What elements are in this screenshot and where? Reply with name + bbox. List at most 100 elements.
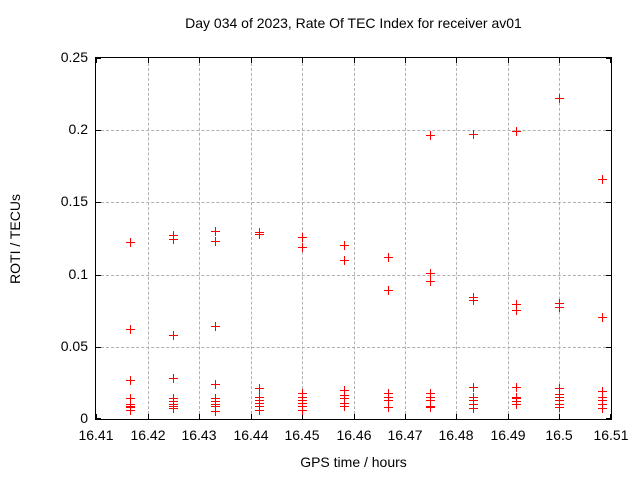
- data-point-marker: [126, 324, 135, 334]
- x-tick-mark: [507, 414, 509, 419]
- data-point-marker: [340, 385, 350, 395]
- data-point-marker: [340, 401, 350, 411]
- data-point-marker: [426, 395, 436, 405]
- x-tick-mark: [455, 414, 457, 419]
- data-point-marker: [512, 306, 522, 316]
- data-point-marker: [468, 296, 478, 306]
- data-point-marker: [555, 303, 564, 313]
- y-tick-label: 0.05: [60, 338, 88, 354]
- data-point-marker: [126, 375, 135, 385]
- data-point-marker: [383, 402, 393, 412]
- y-tick-label: 0.2: [68, 121, 88, 137]
- x-tick-mark: [610, 58, 611, 63]
- x-tick-label: 16.43: [181, 427, 217, 443]
- x-tick-mark: [147, 58, 149, 63]
- y-tick-label: 0: [80, 410, 88, 426]
- data-point-marker: [211, 226, 221, 236]
- x-tick-label: 16.42: [130, 427, 166, 443]
- y-tick-mark: [96, 129, 101, 131]
- x-tick-mark: [558, 414, 560, 419]
- x-tick-label: 16.49: [490, 427, 526, 443]
- x-tick-mark: [250, 58, 252, 63]
- x-gridline: [508, 58, 509, 419]
- x-tick-mark: [610, 414, 611, 419]
- x-tick-mark: [198, 58, 200, 63]
- x-tick-mark: [558, 58, 560, 63]
- x-axis-title: GPS time / hours: [300, 454, 407, 470]
- x-tick-mark: [455, 58, 457, 63]
- x-tick-label: 16.51: [593, 427, 629, 443]
- y-tick-label: 0.15: [60, 193, 88, 209]
- data-point-marker: [468, 404, 478, 414]
- data-point-marker: [211, 407, 221, 417]
- x-tick-mark: [147, 414, 149, 419]
- x-tick-mark: [96, 414, 97, 419]
- x-gridline: [148, 58, 149, 419]
- x-gridline: [559, 58, 560, 419]
- y-tick-mark: [606, 129, 611, 131]
- x-gridline: [251, 58, 252, 419]
- x-tick-mark: [353, 414, 355, 419]
- data-point-marker: [383, 252, 393, 262]
- y-tick-mark: [96, 346, 101, 348]
- data-point-marker: [597, 174, 607, 184]
- data-point-marker: [555, 93, 564, 103]
- data-point-marker: [211, 379, 221, 389]
- data-point-marker: [297, 405, 307, 415]
- y-gridline: [96, 275, 611, 276]
- data-point-marker: [426, 277, 436, 287]
- y-gridline: [96, 347, 611, 348]
- data-point-marker: [512, 382, 522, 392]
- y-tick-mark: [606, 346, 611, 348]
- data-point-marker: [340, 255, 350, 265]
- data-point-marker: [340, 241, 350, 251]
- data-point-marker: [126, 405, 135, 415]
- x-tick-mark: [250, 414, 252, 419]
- x-tick-label: 16.44: [233, 427, 269, 443]
- x-tick-mark: [301, 414, 303, 419]
- y-tick-mark: [96, 201, 101, 203]
- data-point-marker: [597, 313, 607, 323]
- data-point-marker: [126, 394, 135, 404]
- data-point-marker: [168, 374, 178, 384]
- y-tick-mark: [606, 201, 611, 203]
- y-axis-title: ROTI / TECUs: [7, 194, 23, 284]
- x-tick-mark: [96, 58, 97, 63]
- y-gridline: [96, 202, 611, 203]
- x-tick-label: 16.46: [336, 427, 372, 443]
- data-point-marker: [555, 384, 564, 394]
- data-point-marker: [211, 236, 221, 246]
- x-tick-label: 16.41: [78, 427, 114, 443]
- x-tick-label: 16.48: [438, 427, 474, 443]
- plot-area: [95, 57, 612, 420]
- data-point-marker: [383, 395, 393, 405]
- x-tick-label: 16.45: [284, 427, 320, 443]
- x-tick-mark: [404, 414, 406, 419]
- x-tick-mark: [353, 58, 355, 63]
- data-point-marker: [297, 242, 307, 252]
- data-point-marker: [426, 268, 436, 278]
- y-tick-label: 0.25: [60, 49, 88, 65]
- data-point-marker: [468, 382, 478, 392]
- data-point-marker: [254, 384, 264, 394]
- x-gridline: [354, 58, 355, 419]
- y-tick-mark: [96, 58, 101, 59]
- x-tick-label: 16.47: [387, 427, 423, 443]
- x-gridline: [302, 58, 303, 419]
- data-point-marker: [597, 404, 607, 414]
- y-tick-label: 0.1: [68, 266, 88, 282]
- x-gridline: [456, 58, 457, 419]
- y-tick-mark: [606, 418, 611, 419]
- data-point-marker: [168, 330, 178, 340]
- data-point-marker: [512, 400, 522, 410]
- x-tick-mark: [198, 414, 200, 419]
- data-point-marker: [597, 387, 607, 397]
- x-tick-mark: [301, 58, 303, 63]
- data-point-marker: [468, 130, 478, 140]
- data-point-marker: [254, 229, 264, 239]
- x-tick-label: 16.5: [545, 427, 573, 443]
- x-tick-mark: [507, 58, 509, 63]
- x-tick-mark: [404, 58, 406, 63]
- data-point-marker: [426, 131, 436, 141]
